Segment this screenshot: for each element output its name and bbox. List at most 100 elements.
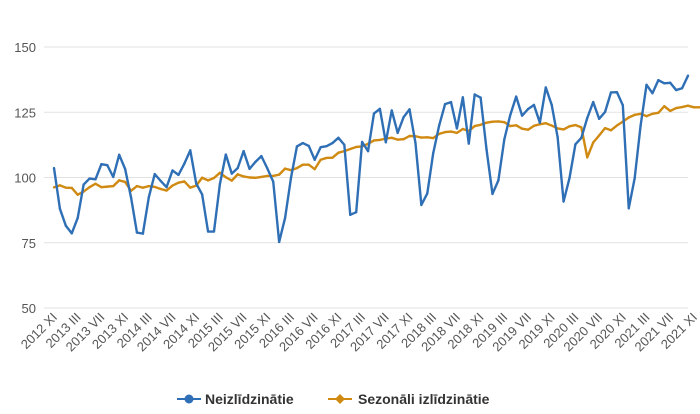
data-point-seasonally-adjusted — [503, 120, 506, 124]
data-point-seasonally-adjusted — [141, 186, 145, 189]
data-point-unadjusted — [509, 113, 512, 117]
data-point-seasonally-adjusted — [206, 179, 210, 182]
data-point-unadjusted — [645, 83, 648, 87]
grid-lines — [44, 46, 688, 309]
data-point-seasonally-adjusted — [443, 130, 447, 134]
data-point-unadjusted — [372, 112, 376, 115]
data-point-unadjusted — [657, 78, 660, 82]
data-point-unadjusted — [414, 141, 417, 144]
data-point-unadjusted — [289, 176, 293, 179]
data-point-seasonally-adjusted — [52, 186, 56, 189]
data-point-unadjusted — [58, 207, 62, 211]
data-point-unadjusted — [52, 166, 56, 170]
data-point-unadjusted — [597, 117, 601, 120]
series-line-seasonally-adjusted — [53, 104, 700, 196]
data-point-unadjusted — [106, 164, 109, 167]
data-point-seasonally-adjusted — [686, 104, 690, 107]
data-point-unadjusted — [384, 141, 388, 144]
data-point-seasonally-adjusted — [70, 186, 73, 190]
data-point-unadjusted — [378, 107, 382, 111]
data-point-seasonally-adjusted — [159, 187, 162, 191]
data-point-unadjusted — [123, 167, 127, 171]
data-point-seasonally-adjusted — [674, 106, 678, 110]
data-point-seasonally-adjusted — [514, 124, 518, 127]
data-point-seasonally-adjusted — [645, 114, 648, 118]
data-point-seasonally-adjusted — [455, 131, 459, 135]
data-point-seasonally-adjusted — [212, 176, 216, 180]
data-point-seasonally-adjusted — [680, 105, 684, 109]
data-point-seasonally-adjusted — [692, 106, 696, 109]
data-point-unadjusted — [574, 143, 577, 146]
data-point-seasonally-adjusted — [295, 166, 299, 170]
data-point-seasonally-adjusted — [236, 173, 239, 176]
data-point-seasonally-adjusted — [633, 113, 636, 117]
data-point-seasonally-adjusted — [663, 105, 666, 108]
data-point-unadjusted — [603, 110, 607, 114]
legend-item-seasonally-adjusted[interactable]: Sezonāli izlīdzinātie — [328, 391, 490, 407]
data-point-seasonally-adjusted — [479, 123, 482, 126]
data-point-seasonally-adjusted — [491, 120, 494, 123]
data-point-unadjusted — [473, 93, 476, 96]
data-point-unadjusted — [568, 176, 571, 180]
legend: Neizlīdzinātie Sezonāli izlīdzinātie — [177, 391, 490, 407]
data-point-seasonally-adjusted — [337, 151, 340, 154]
data-point-seasonally-adjusted — [390, 136, 393, 140]
data-point-unadjusted — [420, 203, 423, 207]
data-point-seasonally-adjusted — [378, 138, 382, 142]
data-point-seasonally-adjusted — [112, 184, 115, 188]
data-point-unadjusted — [633, 177, 636, 180]
data-point-unadjusted — [94, 178, 97, 181]
data-point-unadjusted — [230, 172, 233, 175]
data-point-seasonally-adjusted — [586, 156, 589, 159]
data-point-seasonally-adjusted — [509, 124, 512, 128]
data-point-unadjusted — [514, 95, 518, 98]
data-point-unadjusted — [449, 100, 453, 104]
data-point-unadjusted — [562, 200, 565, 203]
y-tick-label: 150 — [14, 40, 36, 55]
data-point-seasonally-adjusted — [520, 127, 524, 130]
data-point-unadjusted — [206, 230, 210, 233]
data-point-seasonally-adjusted — [408, 134, 411, 138]
data-point-unadjusted — [153, 172, 156, 176]
data-point-seasonally-adjusted — [497, 120, 500, 123]
data-point-unadjusted — [437, 124, 441, 127]
data-point-seasonally-adjusted — [603, 126, 607, 130]
data-point-unadjusted — [651, 92, 654, 95]
legend-label-unadjusted: Neizlīdzinātie — [205, 391, 294, 407]
legend-item-unadjusted[interactable]: Neizlīdzinātie — [177, 391, 294, 407]
data-point-seasonally-adjusted — [402, 137, 405, 141]
data-point-seasonally-adjusted — [562, 128, 565, 131]
data-point-seasonally-adjusted — [301, 163, 305, 166]
data-point-unadjusted — [544, 86, 547, 89]
data-point-seasonally-adjusted — [532, 124, 536, 128]
data-point-seasonally-adjusted — [592, 141, 595, 144]
data-point-unadjusted — [236, 166, 239, 170]
data-point-unadjusted — [117, 153, 121, 156]
data-point-unadjusted — [319, 146, 322, 149]
data-point-unadjusted — [76, 216, 79, 220]
data-point-unadjusted — [467, 142, 470, 145]
data-point-unadjusted — [443, 102, 447, 106]
data-point-seasonally-adjusted — [94, 182, 97, 185]
series-seasonally-adjusted — [52, 104, 700, 196]
data-point-seasonally-adjusted — [331, 156, 334, 159]
data-point-unadjusted — [461, 96, 465, 99]
data-point-unadjusted — [218, 182, 222, 186]
data-point-seasonally-adjusted — [283, 167, 287, 170]
data-point-unadjusted — [254, 160, 257, 164]
data-point-seasonally-adjusted — [242, 175, 245, 178]
data-point-unadjusted — [212, 230, 216, 233]
data-point-seasonally-adjusted — [272, 174, 275, 178]
data-point-seasonally-adjusted — [135, 184, 139, 188]
data-point-seasonally-adjusted — [123, 180, 127, 184]
data-point-unadjusted — [307, 144, 310, 148]
data-point-seasonally-adjusted — [153, 185, 156, 189]
data-point-seasonally-adjusted — [277, 173, 281, 176]
data-point-unadjusted — [686, 74, 690, 77]
series-line-unadjusted — [52, 75, 690, 244]
legend-label-seasonally-adjusted: Sezonāli izlīdzinātie — [358, 391, 490, 407]
data-point-unadjusted — [313, 158, 316, 161]
data-point-seasonally-adjusted — [420, 136, 423, 139]
data-point-seasonally-adjusted — [58, 184, 62, 187]
data-point-unadjusted — [100, 162, 103, 166]
